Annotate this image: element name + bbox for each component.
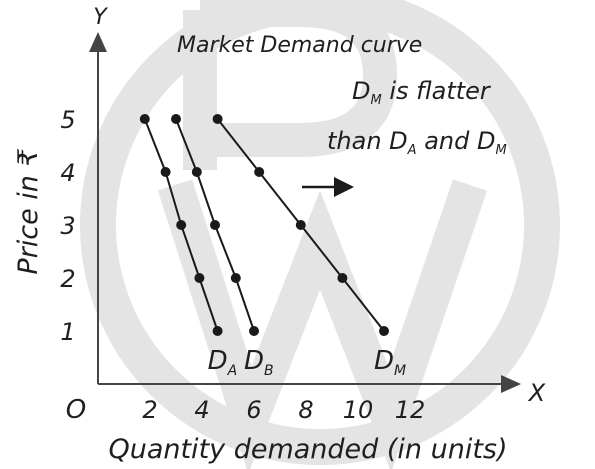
y-axis-letter: Y bbox=[93, 5, 108, 30]
series-label-b: DB bbox=[244, 346, 274, 379]
data-point bbox=[210, 220, 220, 230]
series-label-main: D bbox=[208, 346, 228, 376]
series-layer: DA DB DM bbox=[139, 114, 406, 379]
annotation-dm-main: D bbox=[352, 77, 370, 105]
data-point bbox=[295, 220, 306, 230]
annotation-da-sub: A bbox=[407, 143, 417, 158]
series-label-sub: A bbox=[227, 363, 238, 379]
annotation-line-2-a: than D bbox=[327, 127, 408, 155]
data-point bbox=[160, 167, 171, 177]
x-tick-label: 6 bbox=[246, 396, 261, 424]
annotation-dm-sub: M bbox=[370, 93, 381, 108]
x-axis-letter: X bbox=[527, 379, 546, 407]
watermark-logo bbox=[80, 0, 560, 469]
annotation-line-2: than DA and DM bbox=[327, 127, 507, 158]
series-a: DA bbox=[139, 114, 238, 379]
data-point bbox=[212, 326, 223, 336]
annotation-line-1: DM is flatter bbox=[352, 77, 492, 108]
x-tick-label: 12 bbox=[395, 396, 426, 424]
y-axis-arrowhead bbox=[89, 32, 107, 52]
origin-label: O bbox=[66, 395, 86, 425]
data-point bbox=[379, 326, 389, 336]
data-point bbox=[230, 273, 241, 283]
x-axis-title: Quantity demanded (in units) bbox=[108, 434, 507, 465]
series-label-sub: M bbox=[394, 363, 406, 379]
x-axis-arrowhead bbox=[501, 375, 521, 393]
data-point bbox=[212, 114, 223, 124]
y-axis-title: Price in ₹ bbox=[13, 149, 44, 275]
x-tick-label: 4 bbox=[194, 396, 209, 424]
data-point bbox=[194, 273, 205, 283]
x-tick-label: 2 bbox=[142, 396, 157, 424]
annotation-line-1-rest: is flatter bbox=[382, 77, 492, 105]
series-b: DB bbox=[171, 114, 274, 379]
y-tick-label: 5 bbox=[60, 106, 75, 134]
data-point bbox=[176, 220, 187, 230]
annotation-dm2-sub: M bbox=[495, 143, 506, 158]
data-point bbox=[254, 167, 265, 177]
x-tick-label: 10 bbox=[343, 396, 374, 424]
y-tick-label: 2 bbox=[60, 265, 75, 293]
y-tick-label: 3 bbox=[60, 212, 75, 240]
series-label-main: D bbox=[374, 346, 394, 376]
data-point bbox=[249, 326, 259, 336]
y-tick-labels: 1 2 3 4 5 bbox=[60, 106, 75, 346]
series-label-m: DM bbox=[374, 346, 406, 379]
data-point bbox=[139, 114, 150, 124]
y-tick-label: 1 bbox=[60, 318, 75, 346]
x-tick-label: 8 bbox=[298, 396, 313, 424]
x-tick-labels: 2 4 6 8 10 12 bbox=[142, 396, 425, 424]
data-point bbox=[171, 114, 181, 124]
series-m: DM bbox=[212, 114, 406, 379]
annotation-line-2-mid: and D bbox=[417, 127, 496, 155]
y-tick-label: 4 bbox=[60, 159, 75, 187]
data-point bbox=[191, 167, 202, 177]
series-label-a: DA bbox=[208, 346, 238, 379]
data-point bbox=[337, 273, 348, 283]
shift-right-arrow bbox=[302, 177, 354, 197]
chart-title: Market Demand curve bbox=[177, 33, 422, 58]
series-label-main: D bbox=[244, 346, 264, 376]
series-label-sub: B bbox=[264, 363, 274, 379]
